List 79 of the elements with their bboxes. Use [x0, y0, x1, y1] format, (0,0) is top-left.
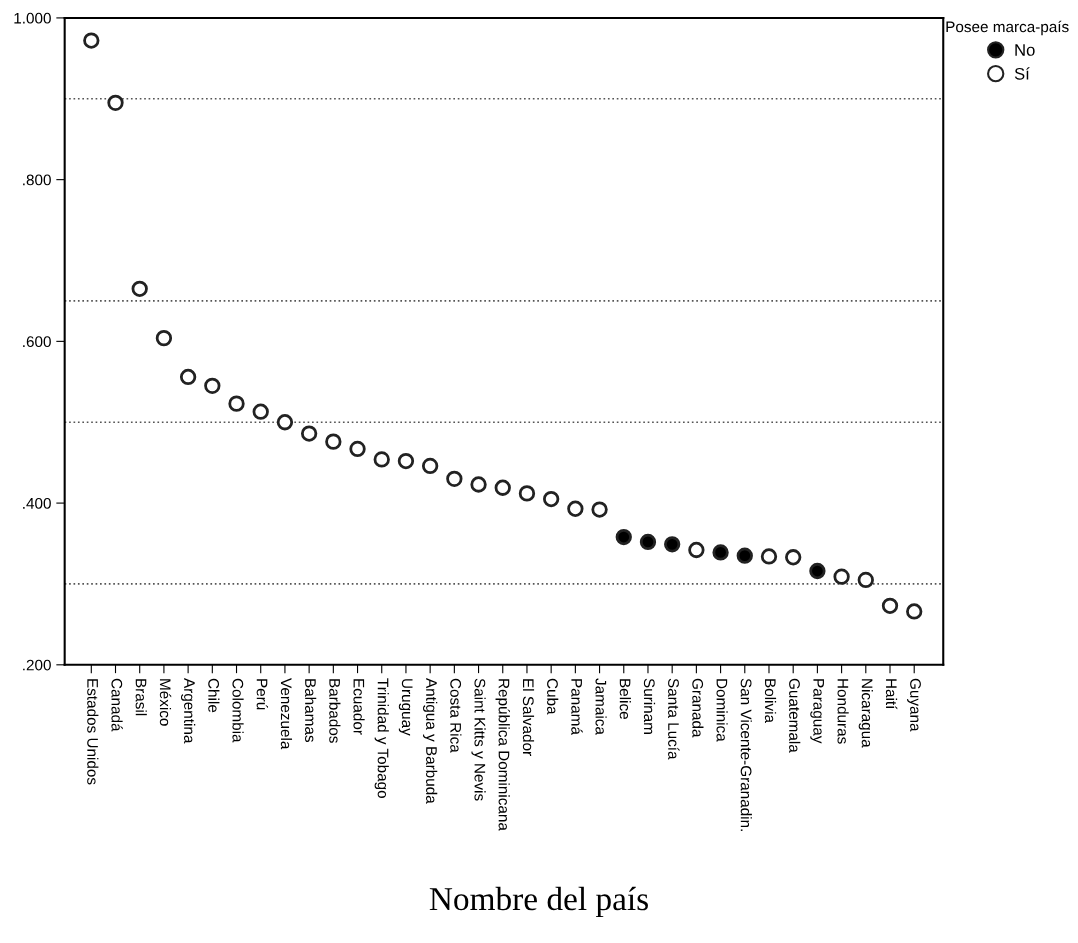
x-tick-label: San Vicente-Granadin. [740, 678, 752, 831]
point [591, 501, 608, 518]
x-tick-label: Colombia [232, 678, 244, 743]
point [470, 476, 487, 493]
x-tick-label: Haití [885, 679, 898, 710]
point [881, 597, 899, 614]
point [906, 603, 923, 620]
x-tick-label: Guatemala [789, 678, 801, 753]
x-axis-title: Nombre del país [429, 886, 648, 918]
point [228, 395, 245, 412]
x-tick-label: Estados Unidos [87, 679, 99, 785]
point [639, 533, 657, 551]
point [712, 544, 729, 561]
x-tick-label: Canadá [111, 678, 123, 732]
point [252, 403, 269, 420]
x-tick-label: Chile [208, 678, 220, 713]
point [446, 470, 463, 487]
point [494, 479, 511, 496]
x-tick-label: Venezuela [280, 678, 293, 750]
x-tick-label: Honduras [837, 679, 849, 744]
point [83, 32, 100, 49]
legend-label: No [1015, 44, 1035, 56]
x-tick-label: El Salvador [522, 679, 535, 756]
x-tick-label: Antigua y Barbuda [423, 678, 438, 804]
point [857, 571, 874, 589]
x-tick-label: Ecuador [353, 679, 365, 735]
point [204, 377, 221, 394]
x-tick-label: Dominica [716, 679, 728, 742]
x-tick-label: Nicaragua [858, 679, 873, 748]
point [300, 425, 318, 442]
point [567, 500, 584, 517]
legend-title: Posee marca-país [946, 20, 1069, 36]
y-tick-label: .600 [23, 336, 51, 348]
point [421, 457, 439, 475]
x-tick-label: Cuba [547, 678, 559, 715]
point [131, 280, 148, 297]
point [397, 452, 415, 470]
point [615, 528, 632, 546]
x-tick-label: Perú [256, 679, 269, 710]
y-tick-label: .800 [23, 174, 51, 186]
x-tick-label: República Dominicana [495, 679, 510, 831]
x-tick-label: Argentina [180, 678, 196, 744]
point [107, 94, 124, 111]
point [760, 548, 778, 565]
point [179, 368, 197, 386]
y-tick-label: .200 [23, 659, 51, 671]
x-tick-label: Santa Lucía [668, 678, 680, 760]
x-tick-label: Costa Rica [450, 678, 462, 753]
x-tick-label: Panamá [571, 679, 583, 735]
x-tick-label: Jamaica [595, 678, 607, 735]
point [349, 440, 366, 458]
point [736, 547, 753, 564]
x-tick-label: Belice [619, 679, 631, 719]
point [276, 414, 294, 431]
x-tick-label: Trinidad y Tobago [374, 678, 389, 798]
legend-label: Sí [1014, 67, 1030, 80]
x-tick-label: Guyana [907, 678, 921, 732]
x-tick-label: Granada [692, 678, 704, 738]
point [688, 541, 705, 559]
x-tick-label: México [159, 679, 172, 726]
x-tick-label: Saint Kitts y Nevis [471, 678, 486, 801]
y-tick-label: .400 [23, 497, 51, 509]
point [543, 490, 560, 508]
point [325, 433, 342, 450]
point [664, 536, 681, 553]
point [155, 329, 173, 347]
point [833, 568, 850, 585]
point [373, 451, 390, 468]
x-tick-label: Bolivia [764, 679, 777, 724]
point [809, 562, 826, 580]
y-tick-label: 1.000 [14, 12, 51, 24]
x-tick-label: Surinam [643, 678, 656, 734]
x-tick-label: Uruguay [398, 679, 413, 736]
x-tick-label: Bahamas [305, 679, 317, 742]
x-tick-label: Barbados [329, 679, 341, 743]
point [518, 485, 536, 502]
x-tick-label: Brasil [135, 679, 147, 716]
point [785, 549, 802, 566]
x-tick-label: Paraguay [810, 679, 824, 744]
